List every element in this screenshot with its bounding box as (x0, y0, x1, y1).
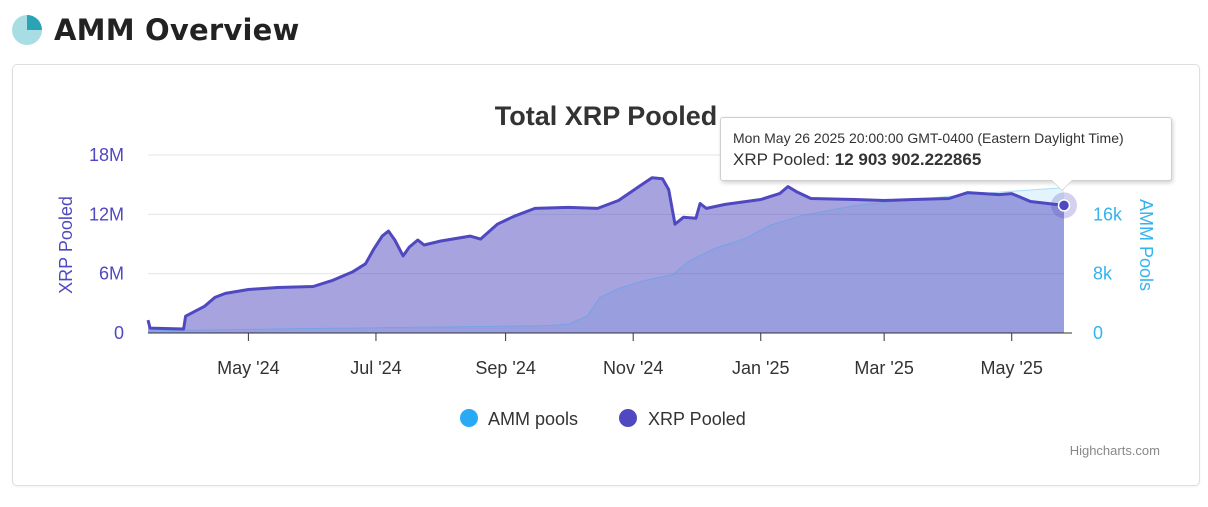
legend-symbol-xrp-pooled (619, 409, 637, 427)
series-xrp-pooled-area (148, 177, 1064, 333)
y-axis-left-title: XRP Pooled (56, 196, 76, 294)
legend-label-xrp-pooled: XRP Pooled (648, 409, 746, 429)
legend: AMM pools XRP Pooled (460, 409, 746, 429)
page-title: AMM Overview (54, 13, 300, 47)
tooltip-series-name: XRP Pooled (733, 150, 826, 169)
x-tick-label-1: Jul '24 (350, 358, 401, 378)
series-xrp-pooled-line (146, 176, 1065, 331)
legend-item-xrp-pooled[interactable]: XRP Pooled (619, 409, 746, 429)
page-header: AMM Overview (12, 10, 300, 50)
y-axis-left: 0 6M 12M 18M (89, 145, 124, 343)
tooltip-value: 12 903 902.222865 (834, 150, 982, 169)
x-tick-label-6: May '25 (980, 358, 1042, 378)
tooltip-arrow (1052, 180, 1072, 190)
hover-point (1057, 199, 1071, 212)
y-right-tick-label-1: 8k (1093, 264, 1113, 284)
y-left-tick-label-1: 6M (99, 264, 124, 284)
credits-link[interactable]: Highcharts.com (1070, 443, 1160, 458)
x-tick-label-0: May '24 (217, 358, 279, 378)
x-tick-label-2: Sep '24 (475, 358, 536, 378)
tooltip: Mon May 26 2025 20:00:00 GMT-0400 (Easte… (720, 117, 1172, 181)
series-area (146, 176, 1065, 333)
series-amm-pools-line (147, 187, 1065, 332)
y-left-tick-label-0: 0 (114, 323, 124, 343)
x-tick-label-5: Mar '25 (854, 358, 913, 378)
x-tick-label-4: Jan '25 (732, 358, 789, 378)
tooltip-date: Mon May 26 2025 20:00:00 GMT-0400 (Easte… (733, 130, 1124, 146)
y-right-tick-label-0: 0 (1093, 323, 1103, 343)
legend-symbol-amm-pools (460, 409, 478, 427)
pie-chart-icon (12, 15, 42, 45)
x-tick-label-3: Nov '24 (603, 358, 663, 378)
legend-item-amm-pools[interactable]: AMM pools (460, 409, 578, 429)
y-axis-right-title: AMM Pools (1136, 199, 1156, 291)
y-axis-right: 0 8k 16k (1093, 204, 1123, 343)
y-left-tick-label-3: 18M (89, 145, 124, 165)
legend-label-amm-pools: AMM pools (488, 409, 578, 429)
y-left-tick-label-2: 12M (89, 204, 124, 224)
chart-title: Total XRP Pooled (495, 101, 718, 131)
y-right-tick-label-2: 16k (1093, 204, 1123, 224)
hover-marker (1051, 192, 1077, 219)
tooltip-row: XRP Pooled: 12 903 902.222865 (733, 150, 982, 169)
x-axis: May '24 Jul '24 Sep '24 Nov '24 Jan '25 Mar '… (148, 332, 1072, 378)
